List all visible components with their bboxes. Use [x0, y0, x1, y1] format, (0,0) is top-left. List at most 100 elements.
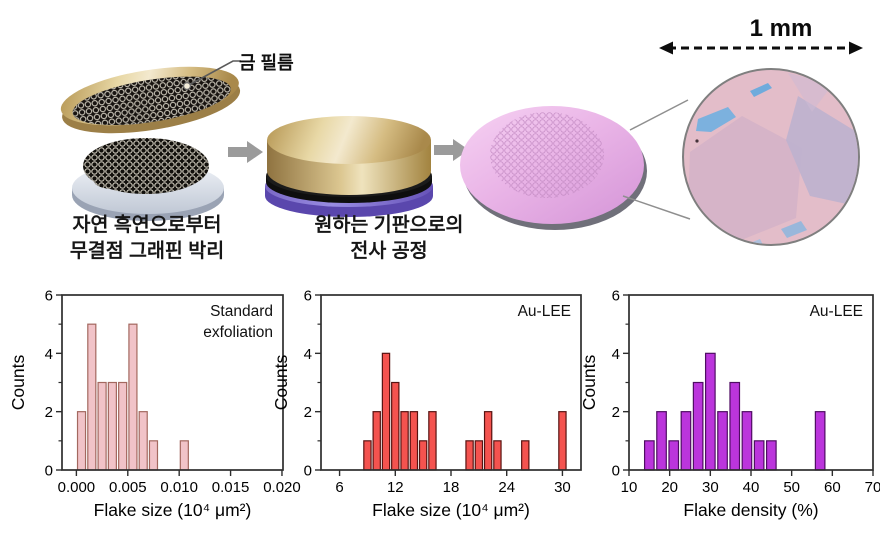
x-tick-label: 0.010: [160, 479, 198, 496]
histogram-bar: [493, 440, 502, 471]
histogram-bar: [87, 323, 97, 471]
histogram-bar: [428, 411, 437, 471]
step2-caption: 원하는 기판으로의 전사 공정: [290, 212, 488, 264]
x-tick-label: 18: [443, 479, 460, 496]
graphene-wafer: [460, 106, 647, 230]
histogram-bar: [704, 352, 716, 471]
gold-film-label: 금 필름: [239, 53, 294, 73]
y-tick-label: 4: [45, 346, 53, 363]
step2-caption-line1: 원하는 기판으로의: [314, 214, 464, 236]
x-tick-label: 0.005: [109, 479, 147, 496]
gold-film-disk: [60, 66, 241, 134]
histogram-bar: [148, 440, 159, 471]
plot-annotation: exfoliation: [203, 324, 273, 341]
x-tick-label: 40: [743, 479, 760, 496]
histogram-bar: [138, 411, 148, 471]
process-illustration: [60, 41, 863, 246]
y-tick-label: 2: [612, 404, 620, 421]
histogram-bar: [668, 440, 680, 471]
step1-caption-line2: 무결점 그래핀 박리: [69, 240, 225, 262]
plot-annotation: Au-LEE: [518, 303, 571, 320]
histogram-bar: [521, 440, 530, 471]
histogram-bar: [741, 411, 753, 471]
x-tick-label: 30: [702, 479, 719, 496]
x-tick-label: 12: [387, 479, 404, 496]
histogram-bar: [128, 323, 138, 471]
histogram-bar: [118, 381, 128, 471]
plot-border: [320, 294, 582, 471]
graphene-flake-blue: [750, 83, 772, 97]
histogram-bar: [381, 352, 391, 471]
x-tick-label: 10: [621, 479, 638, 496]
histogram-bar: [753, 440, 765, 471]
histogram-bar: [729, 381, 741, 471]
graphene-flake-blue: [743, 239, 764, 244]
histogram-bar: [474, 440, 484, 471]
y-tick-label: 0: [45, 463, 53, 480]
y-tick-label: 2: [304, 404, 312, 421]
graphene-flake-lavender: [786, 96, 858, 206]
histogram-bar: [483, 411, 493, 471]
magnifier-connector-line: [629, 99, 689, 131]
histogram-bar: [76, 411, 87, 471]
arrow-right-icon: [228, 141, 263, 163]
step1-caption-line1: 자연 흑연으로부터: [72, 214, 222, 236]
arrow-right-icon: [434, 139, 469, 161]
histogram-bar: [400, 411, 409, 471]
x-axis-label: Flake density (%): [683, 500, 818, 520]
histogram-bar: [656, 411, 667, 471]
histogram-bar: [409, 411, 419, 471]
y-tick-label: 6: [304, 288, 312, 305]
graphite-source-disk: [72, 138, 224, 221]
graphene-flake-blue: [696, 107, 736, 132]
histogram-bar: [558, 411, 567, 471]
y-tick-label: 0: [304, 463, 312, 480]
y-axis-label: Counts: [579, 355, 599, 411]
x-tick-label: 6: [335, 479, 343, 496]
y-axis-label: Counts: [8, 355, 28, 411]
y-tick-label: 2: [45, 404, 53, 421]
x-tick-label: 30: [554, 479, 571, 496]
x-axis-label: Flake size (10⁴ μm²): [372, 500, 530, 520]
y-tick-label: 0: [612, 463, 620, 480]
x-axis-label: Flake size (10⁴ μm²): [94, 500, 252, 520]
histogram-bar: [692, 381, 704, 471]
y-tick-label: 4: [304, 346, 312, 363]
histogram-bar: [680, 411, 692, 471]
histogram-bar: [465, 440, 474, 471]
histogram-bar: [372, 411, 381, 471]
y-tick-label: 6: [45, 288, 53, 305]
histogram-au-lee-flake-density: 10 20 30 40 50 60 70 0 2 4 6 Au-LEE Flake density (%…: [579, 288, 880, 521]
x-tick-label: 50: [783, 479, 800, 496]
histogram-bar: [107, 381, 117, 471]
histogram-bar: [97, 381, 107, 471]
graphene-flake-large: [688, 116, 802, 243]
histogram-bar: [643, 440, 655, 471]
magnifier-connector-line: [622, 195, 691, 220]
step1-caption: 자연 흑연으로부터 무결점 그래핀 박리: [36, 212, 258, 264]
step2-caption-line2: 전사 공정: [350, 240, 428, 262]
histogram-bar: [418, 440, 428, 471]
y-tick-label: 6: [612, 288, 620, 305]
y-tick-label: 4: [612, 346, 620, 363]
plot-annotation: Au-LEE: [810, 303, 863, 320]
x-tick-label: 60: [824, 479, 841, 496]
micrograph-speck: [695, 139, 699, 143]
plot-annotation: Standard: [210, 303, 273, 320]
x-tick-label: 20: [661, 479, 678, 496]
histogram-standard-exfoliation-flake-size: 0.000 0.005 0.010 0.015 0.020 0 2 4 6 Standard exf…: [8, 288, 301, 521]
scale-bar-label: 1 mm: [749, 15, 813, 42]
x-tick-label: 24: [498, 479, 515, 496]
histogram-bar: [179, 440, 189, 471]
gold-film-anchor-dot: [183, 81, 192, 90]
x-tick-label: 70: [865, 479, 880, 496]
gold-film-leader-line: [188, 60, 241, 86]
histogram-bar: [814, 411, 826, 471]
x-tick-label: 0.020: [263, 479, 301, 496]
y-axis-label: Counts: [271, 355, 291, 411]
histogram-bar: [765, 440, 777, 471]
x-tick-label: 0.000: [58, 479, 96, 496]
scale-bar-arrow: [659, 41, 863, 55]
